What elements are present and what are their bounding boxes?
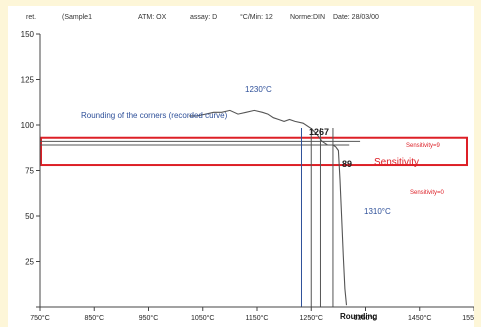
header-assay: assay: D (190, 14, 218, 21)
x-tick-label: 750°C (30, 314, 50, 322)
sensitivity-band (40, 136, 468, 167)
header-sample: (Sample1 (62, 14, 92, 21)
x-tick-label: 1550°C (462, 314, 474, 322)
y-tick-label: 100 (21, 121, 35, 130)
sensitivity-top-label: Sensitivity=9 (406, 143, 441, 149)
header-norme: Norme:DIN (290, 14, 326, 21)
chart: 25 50 75 100 125 150 750°C 850°C 950°C 1050°C 1150… (21, 30, 474, 322)
x-tick-label: 950°C (139, 314, 159, 322)
x-tick-label: 1350°C (354, 314, 377, 322)
sensitivity-label: Sensitivity (374, 157, 419, 168)
test-header: ret. (Sample1 ATM: OX assay: D °C/Min: 1… (8, 10, 474, 28)
x-tick-label: 1050°C (191, 314, 214, 322)
header-ref-label: ret. (26, 14, 37, 21)
header-atm: ATM: OX (138, 14, 167, 21)
rounding-caption: Rounding of the corners (recorded curve) (81, 111, 228, 120)
y-tick-label: 125 (21, 76, 35, 85)
y-tick-label: 150 (21, 30, 35, 39)
x-tick-label: 1250°C (300, 314, 323, 322)
temp-1230-label: 1230°C (245, 85, 272, 94)
x-tick-label: 1450°C (408, 314, 431, 322)
y-tick-label: 75 (25, 167, 34, 176)
header-date: Date: 28/03/00 (333, 14, 379, 21)
temp-1310-label: 1310°C (364, 207, 391, 216)
sensitivity-bottom-label: Sensitivity=0 (410, 190, 445, 196)
y-tick-label: 50 (25, 212, 34, 221)
value-89-label: 89 (342, 159, 352, 169)
y-tick-label: 25 (25, 258, 34, 267)
chart-panel: ret. (Sample1 ATM: OX assay: D °C/Min: 1… (8, 6, 474, 327)
header-cmin: °C/Min: 12 (240, 14, 273, 21)
value-1267-label: 1267 (309, 127, 329, 137)
recorded-curve (189, 109, 348, 306)
x-tick-label: 850°C (84, 314, 104, 322)
rounding-marker-label: Rounding (340, 312, 377, 321)
x-tick-label: 1150°C (246, 314, 269, 322)
